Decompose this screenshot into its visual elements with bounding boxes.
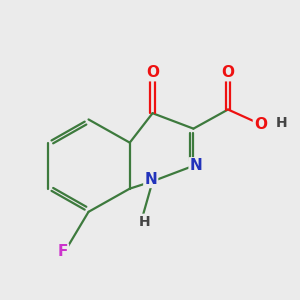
Text: O: O xyxy=(146,65,159,80)
Text: O: O xyxy=(254,118,267,133)
Text: N: N xyxy=(144,172,157,187)
Text: O: O xyxy=(221,65,235,80)
Text: H: H xyxy=(139,215,150,229)
Text: F: F xyxy=(58,244,68,260)
Text: H: H xyxy=(276,116,287,130)
Text: N: N xyxy=(190,158,202,173)
